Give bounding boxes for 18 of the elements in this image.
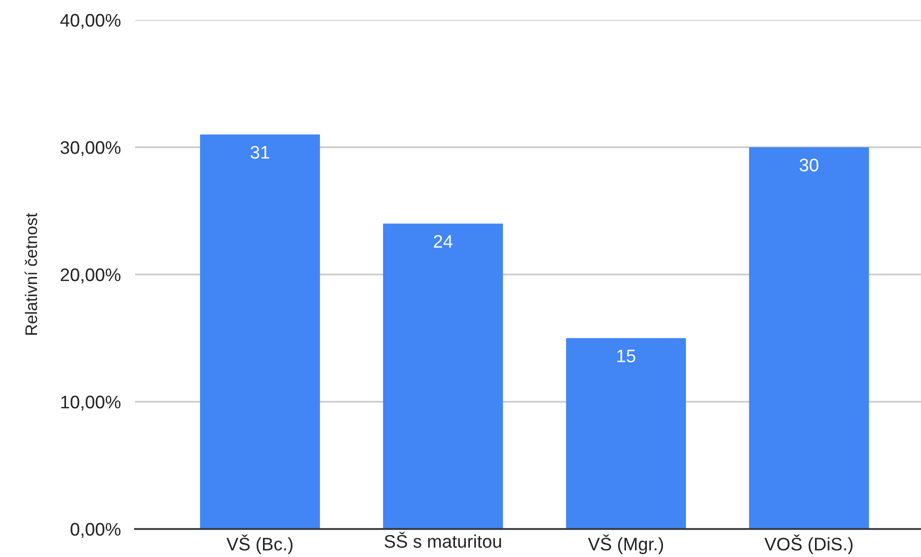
y-tick-label: 0,00% [70,522,120,538]
y-tick-label: 20,00% [60,268,120,284]
data-label: 24 [434,235,453,248]
bar [749,147,869,529]
data-label: 31 [250,146,270,159]
x-tick-label: SŠ s maturitou [384,532,502,548]
y-tick-label: 30,00% [60,141,120,156]
bar [566,338,686,529]
data-label: 30 [800,158,818,172]
y-tick-label: 10,00% [61,396,120,411]
y-axis-title: Relativní četnost [24,213,38,335]
bar [383,224,503,529]
x-tick-label: VŠ (Bc.) [226,534,292,554]
data-label: 15 [617,350,636,362]
y-tick-label: 40,00% [60,14,120,29]
x-tick-label: VOŠ (DiS.) [764,534,853,554]
x-tick-label: VŠ (Mgr.) [588,534,663,554]
bar [200,134,320,529]
